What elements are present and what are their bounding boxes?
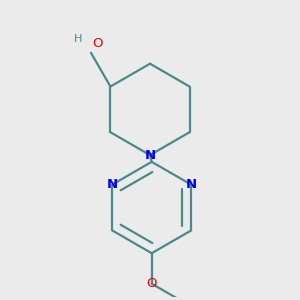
- Text: N: N: [144, 148, 156, 162]
- Text: O: O: [93, 37, 103, 50]
- Text: H: H: [74, 34, 82, 44]
- Text: O: O: [146, 277, 157, 290]
- Text: N: N: [106, 178, 118, 191]
- Text: N: N: [186, 178, 197, 191]
